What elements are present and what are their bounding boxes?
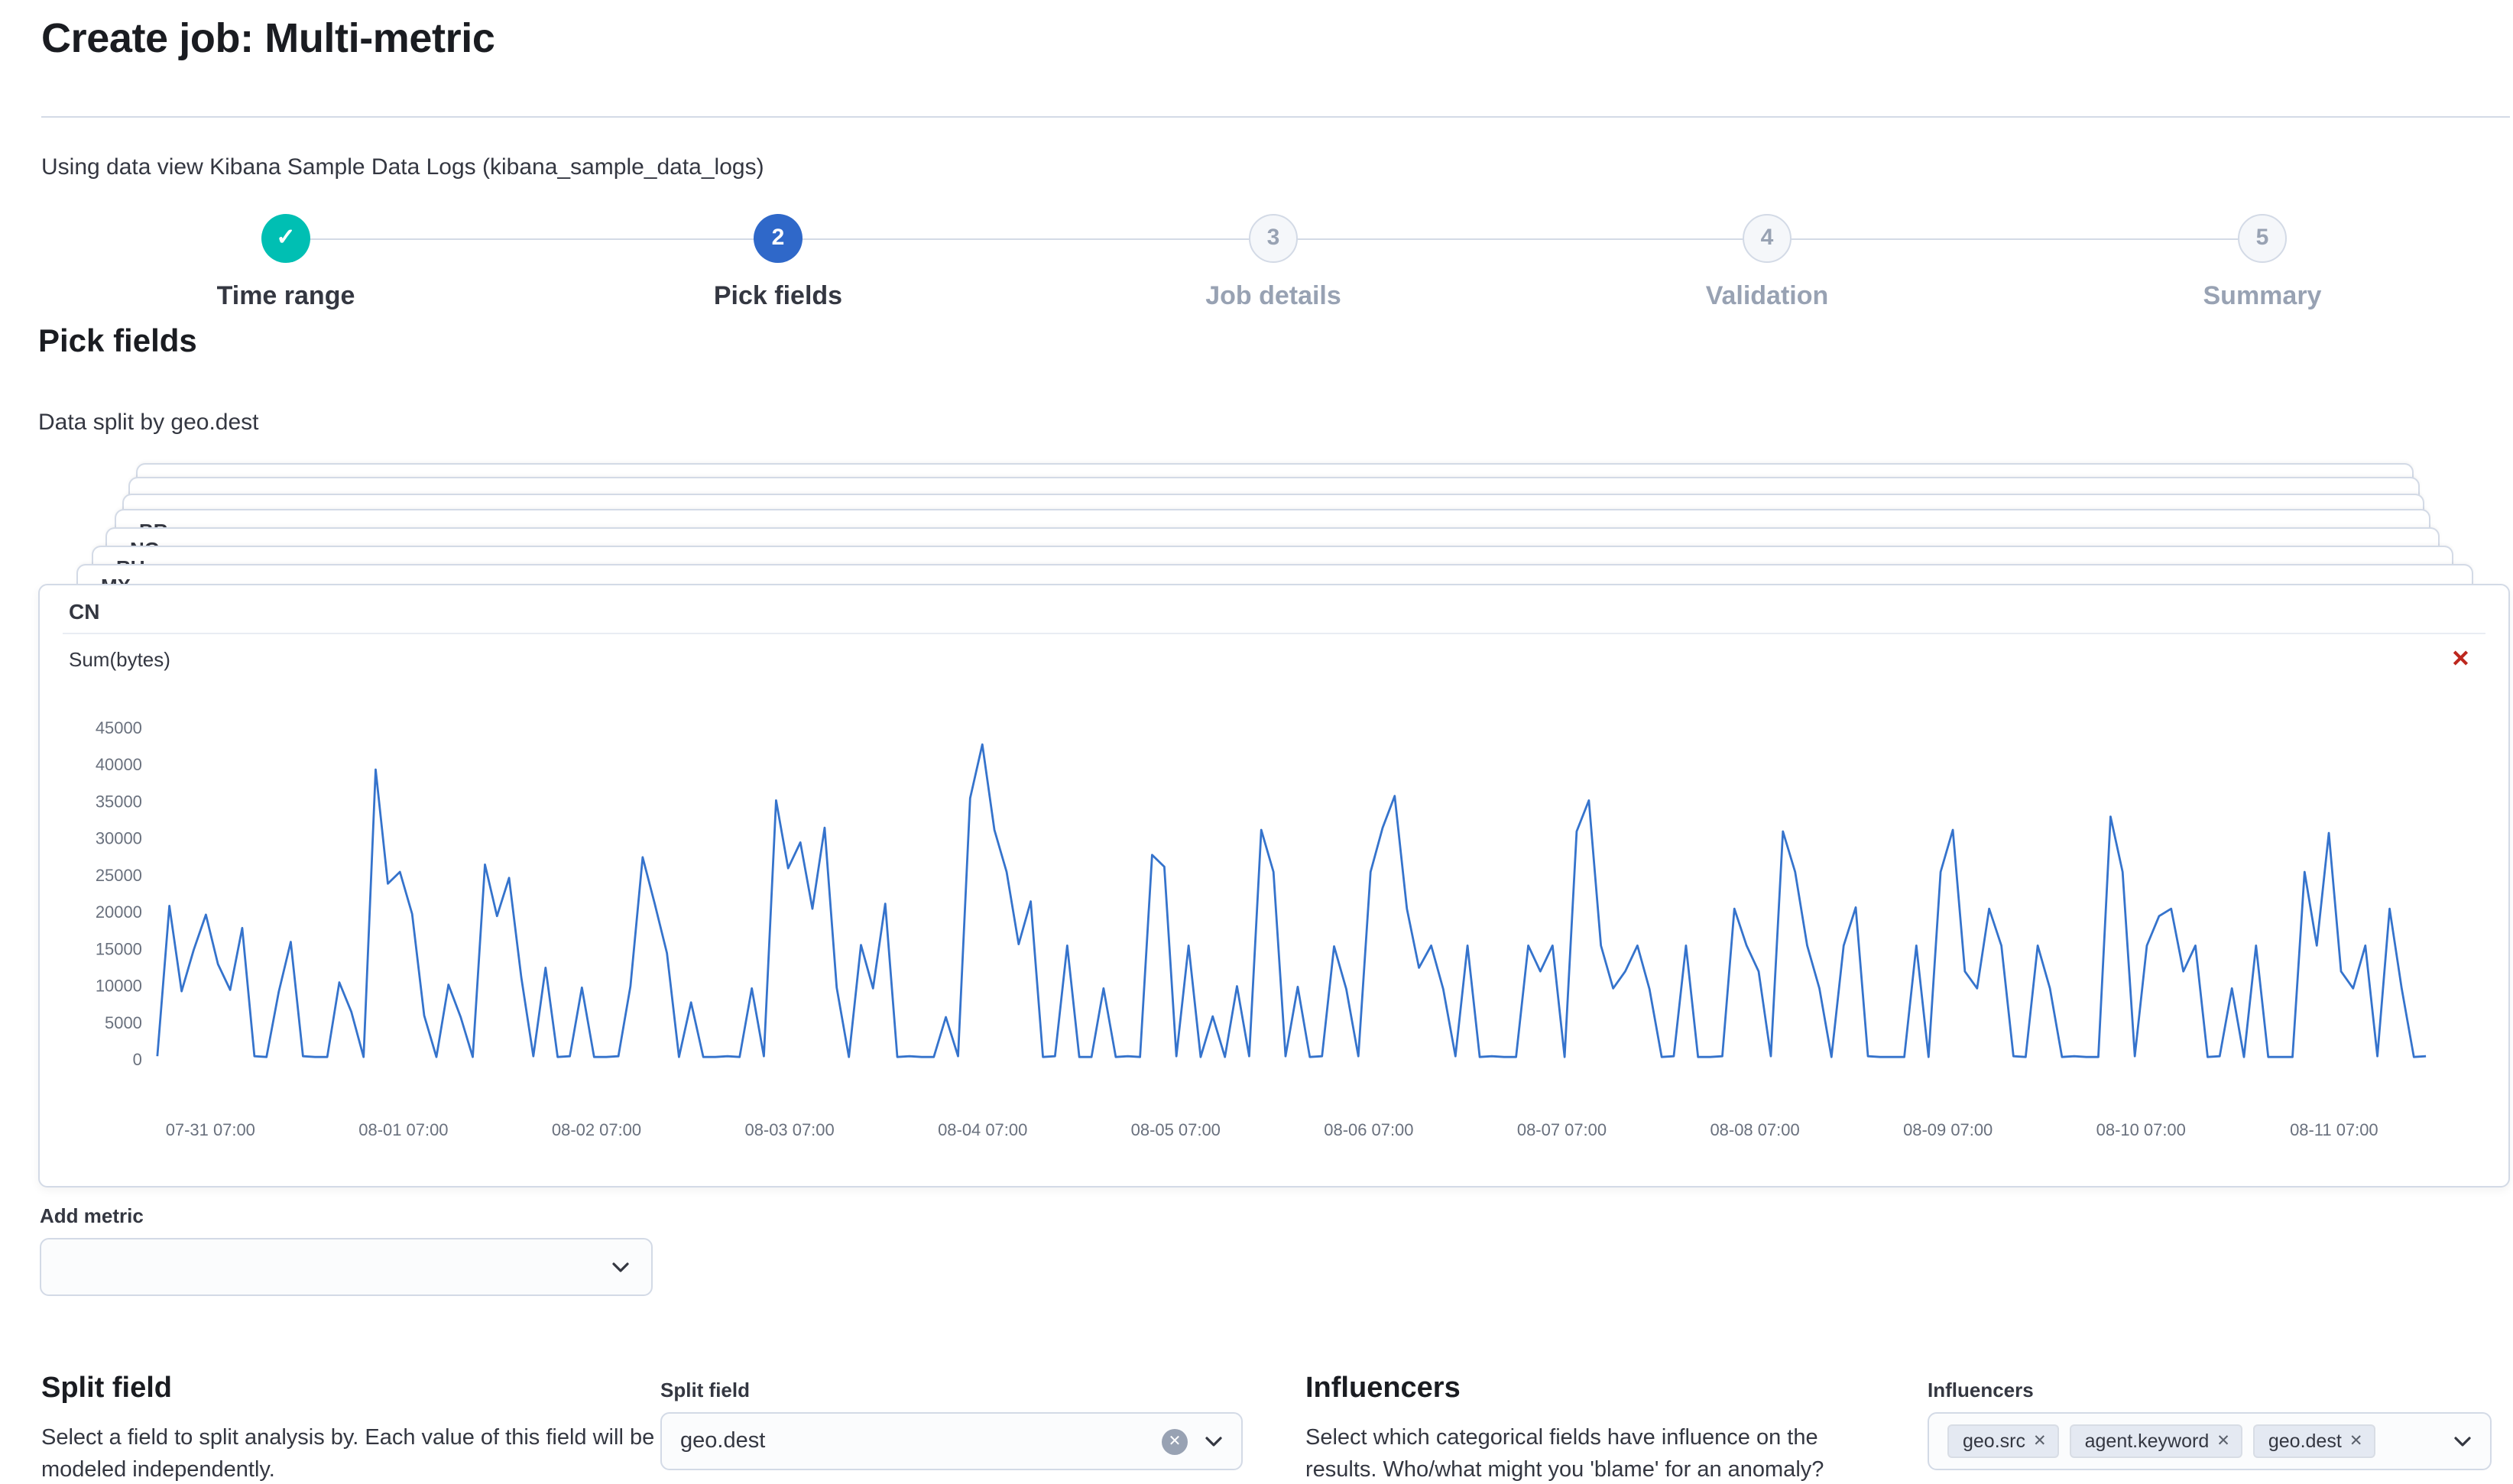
split-field-section: Split field Select a field to split anal… [41,1372,656,1484]
split-field-description: Select a field to split analysis by. Eac… [41,1426,655,1482]
influencer-badge-label: geo.src [1963,1431,2025,1452]
step-circle-summary: 5 [2238,214,2287,263]
split-field-combobox[interactable]: geo.dest ✕ [660,1412,1243,1470]
pick-fields-heading: Pick fields [38,324,197,359]
data-split-note: Data split by geo.dest [38,410,259,436]
remove-influencer-icon[interactable]: ✕ [2033,1432,2047,1450]
influencer-badges: geo.src ✕ agent.keyword ✕ geo.dest ✕ [1947,1424,2450,1458]
svg-text:08-06 07:00: 08-06 07:00 [1324,1120,1413,1139]
svg-text:45000: 45000 [96,718,142,737]
step-label-summary: Summary [2203,281,2322,310]
card-divider [63,633,2485,634]
chevron-down-icon [608,1255,633,1279]
svg-text:08-10 07:00: 08-10 07:00 [2096,1120,2186,1139]
svg-text:08-05 07:00: 08-05 07:00 [1131,1120,1221,1139]
svg-text:07-31 07:00: 07-31 07:00 [166,1120,255,1139]
svg-text:5000: 5000 [105,1013,142,1032]
add-metric-select[interactable] [40,1238,653,1296]
remove-influencer-icon[interactable]: ✕ [2349,1432,2363,1450]
metric-label: Sum(bytes) [69,648,170,671]
split-value-label: CN [69,599,100,624]
svg-text:08-09 07:00: 08-09 07:00 [1903,1120,1993,1139]
step-label-time-range[interactable]: Time range [216,281,355,310]
add-metric-label: Add metric [40,1204,144,1227]
svg-text:08-08 07:00: 08-08 07:00 [1710,1120,1799,1139]
svg-text:25000: 25000 [96,866,142,885]
influencer-badge-label: geo.dest [2268,1431,2342,1452]
split-field-input-label: Split field [660,1379,750,1401]
step-label-validation: Validation [1705,281,1829,310]
influencer-badge-agent-keyword[interactable]: agent.keyword ✕ [2069,1424,2242,1458]
influencers-section: Influencers Select which categorical fie… [1305,1372,1859,1484]
influencer-badge-label: agent.keyword [2084,1431,2210,1452]
svg-text:08-03 07:00: 08-03 07:00 [744,1120,834,1139]
step-circle-job-details: 3 [1249,214,1298,263]
svg-text:30000: 30000 [96,829,142,848]
step-label-pick-fields[interactable]: Pick fields [713,281,843,310]
page-title: Create job: Multi-metric [41,15,495,61]
metric-line-chart: 0 5000 10000 15000 20000 25000 30000 35000 40000… [96,718,2427,1139]
svg-text:08-07 07:00: 08-07 07:00 [1517,1120,1607,1139]
detector-card-front: CN Sum(bytes) ✕ 0 5000 10000 15000 20000 2500… [38,584,2510,1188]
split-field-control: Split field geo.dest ✕ [660,1379,1243,1470]
influencers-input-label: Influencers [1928,1379,2034,1401]
svg-text:15000: 15000 [96,939,142,958]
influencers-combobox[interactable]: geo.src ✕ agent.keyword ✕ geo.dest ✕ [1928,1412,2492,1470]
svg-text:08-01 07:00: 08-01 07:00 [358,1120,448,1139]
influencer-badge-geo-src[interactable]: geo.src ✕ [1947,1424,2059,1458]
split-field-heading: Split field [41,1372,172,1405]
header-divider [41,116,2510,118]
chevron-down-icon[interactable] [1201,1429,1226,1453]
step-circle-time-range[interactable]: ✓ [261,214,310,263]
split-field-value: geo.dest [680,1429,766,1453]
remove-influencer-icon[interactable]: ✕ [2216,1432,2230,1450]
influencers-heading: Influencers [1305,1372,1461,1405]
influencer-badge-geo-dest[interactable]: geo.dest ✕ [2252,1424,2375,1458]
influencers-control: Influencers geo.src ✕ agent.keyword ✕ geo.de… [1928,1379,2492,1470]
step-circle-pick-fields[interactable]: 2 [754,214,803,263]
step-circle-validation: 4 [1743,214,1792,263]
step-label-job-details: Job details [1205,281,1341,310]
svg-text:10000: 10000 [96,977,142,996]
svg-text:20000: 20000 [96,902,142,922]
influencers-description: Select which categorical fields have inf… [1305,1426,1824,1482]
svg-text:08-11 07:00: 08-11 07:00 [2290,1120,2378,1139]
clear-selection-icon[interactable]: ✕ [1162,1428,1188,1454]
svg-text:0: 0 [133,1050,142,1069]
svg-text:08-04 07:00: 08-04 07:00 [938,1120,1027,1139]
data-view-note: Using data view Kibana Sample Data Logs … [41,154,764,180]
svg-text:35000: 35000 [96,792,142,811]
svg-text:40000: 40000 [96,755,142,774]
delete-metric-icon[interactable]: ✕ [2450,646,2470,672]
svg-text:08-02 07:00: 08-02 07:00 [552,1120,641,1139]
chevron-down-icon[interactable] [2450,1429,2475,1453]
